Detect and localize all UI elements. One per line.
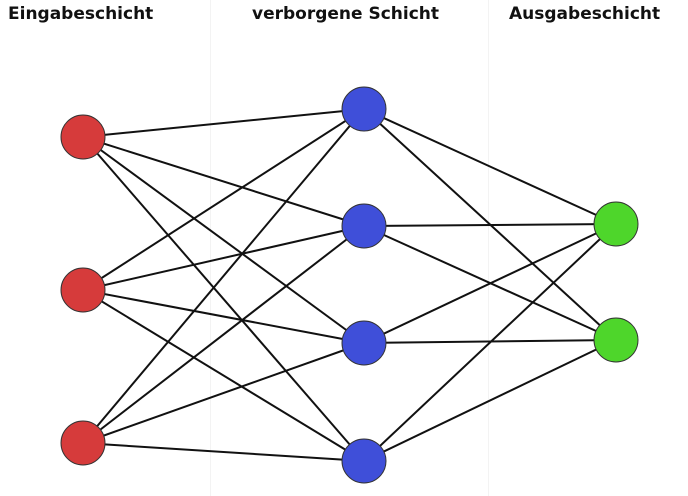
column-divider-right <box>488 0 489 496</box>
edge-hidden-2-to-output-1 <box>363 223 617 227</box>
edge-input-2-to-hidden-4 <box>82 289 365 462</box>
edge-input-3-to-hidden-4 <box>82 442 365 462</box>
edge-input-2-to-hidden-2 <box>82 225 365 291</box>
output-node-1 <box>593 201 639 247</box>
hidden-layer-title: verborgene Schicht <box>252 4 440 24</box>
edge-input-3-to-hidden-1 <box>82 108 365 444</box>
output-layer-title: Ausgabeschicht <box>509 4 661 24</box>
edge-input-2-to-hidden-3 <box>82 289 365 344</box>
hidden-node-3 <box>341 320 387 366</box>
hidden-node-4 <box>341 438 387 484</box>
edge-input-1-to-hidden-3 <box>82 136 365 344</box>
edge-input-2-to-hidden-1 <box>82 108 365 291</box>
connections <box>82 108 617 462</box>
neurons <box>60 86 639 484</box>
edge-input-1-to-hidden-1 <box>82 108 365 138</box>
input-node-1 <box>60 114 106 160</box>
edge-hidden-4-to-output-1 <box>363 223 617 462</box>
edge-input-1-to-hidden-2 <box>82 136 365 227</box>
input-node-3 <box>60 420 106 466</box>
input-node-2 <box>60 267 106 313</box>
edge-hidden-3-to-output-1 <box>363 223 617 344</box>
edge-input-3-to-hidden-2 <box>82 225 365 444</box>
hidden-node-1 <box>341 86 387 132</box>
edge-hidden-4-to-output-2 <box>363 339 617 462</box>
hidden-node-2 <box>341 203 387 249</box>
edge-input-3-to-hidden-3 <box>82 342 365 444</box>
input-layer-title: Eingabeschicht <box>8 4 154 24</box>
edge-hidden-1-to-output-1 <box>363 108 617 225</box>
edge-input-1-to-hidden-4 <box>82 136 365 462</box>
output-node-2 <box>593 317 639 363</box>
column-divider-left <box>210 0 211 496</box>
